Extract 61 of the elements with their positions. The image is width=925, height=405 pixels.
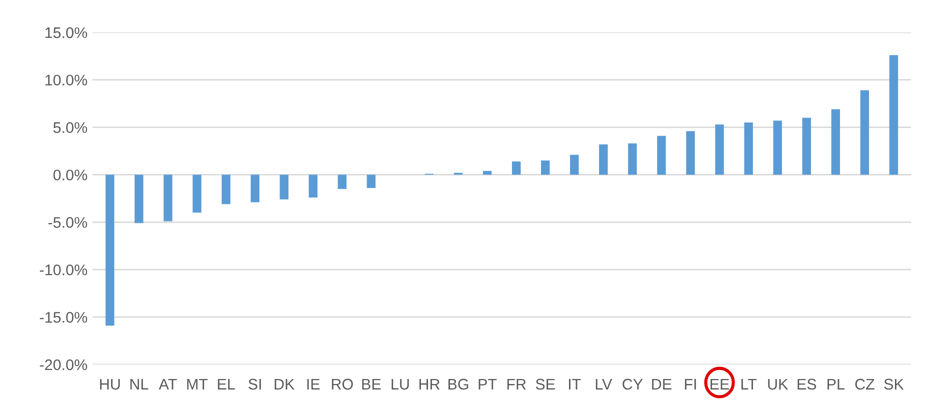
x-tick-label: CY xyxy=(622,378,643,390)
x-tick-label: HU xyxy=(100,378,120,390)
bar xyxy=(802,118,811,175)
x-tick-label: AT xyxy=(158,378,177,390)
bar xyxy=(744,122,753,175)
y-tick-label: -10.0% xyxy=(40,264,88,276)
y-tick-label: 0.0% xyxy=(53,170,88,180)
bar xyxy=(831,109,840,175)
x-tick-label: MT xyxy=(187,378,208,390)
x-tick-label: LU xyxy=(392,378,409,390)
y-tick-label: -15.0% xyxy=(40,312,88,323)
y-tick-label: 5.0% xyxy=(53,122,88,133)
x-tick-label: SI xyxy=(248,378,261,390)
bar xyxy=(686,131,695,175)
x-tick-label: UK xyxy=(768,378,788,390)
y-tick-label: 15.0% xyxy=(45,27,88,38)
x-tick-label: CZ xyxy=(855,378,874,390)
bar xyxy=(308,174,318,198)
x-tick-label: PT xyxy=(478,378,497,390)
y-tick-label: -5.0% xyxy=(48,217,88,228)
bar xyxy=(222,174,230,204)
x-tick-label: LV xyxy=(596,378,612,390)
bar xyxy=(106,174,114,326)
y-tick-label: -20.0% xyxy=(40,359,88,370)
bar xyxy=(482,170,492,175)
x-tick-label: FI xyxy=(684,378,696,390)
x-tick-label: BG xyxy=(448,378,468,390)
x-tick-label: DE xyxy=(652,378,672,390)
bar xyxy=(599,144,608,175)
bar xyxy=(338,174,347,189)
x-tick-label: DK xyxy=(274,378,295,390)
bar xyxy=(512,161,521,175)
x-tick-label: RO xyxy=(332,378,353,390)
bar xyxy=(541,160,550,175)
x-tick-label: IE xyxy=(307,378,320,390)
bar xyxy=(889,55,898,175)
x-tick-label: BE xyxy=(362,378,381,390)
bar xyxy=(657,136,666,175)
bar xyxy=(134,174,144,224)
bar xyxy=(366,174,376,188)
bar xyxy=(628,143,637,175)
y-tick-label: 10.0% xyxy=(45,74,88,86)
bar xyxy=(192,174,202,213)
x-tick-label: NL xyxy=(130,378,148,390)
bar xyxy=(773,120,782,175)
bar xyxy=(250,174,260,202)
bar xyxy=(570,154,579,175)
x-tick-label: IT xyxy=(569,378,581,390)
x-tick-label: EL xyxy=(218,378,235,390)
x-tick-label: EE xyxy=(710,378,730,390)
bar xyxy=(164,174,172,222)
x-tick-label: PL xyxy=(828,378,844,390)
bar xyxy=(860,90,870,175)
x-tick-label: SE xyxy=(536,378,555,390)
x-tick-label: HR xyxy=(419,378,440,390)
bar xyxy=(280,174,288,200)
x-tick-label: SK xyxy=(884,378,904,390)
x-tick-label: ES xyxy=(798,378,816,390)
x-tick-label: FR xyxy=(507,378,526,390)
x-tick-label: LT xyxy=(741,378,757,390)
bar xyxy=(715,124,724,175)
